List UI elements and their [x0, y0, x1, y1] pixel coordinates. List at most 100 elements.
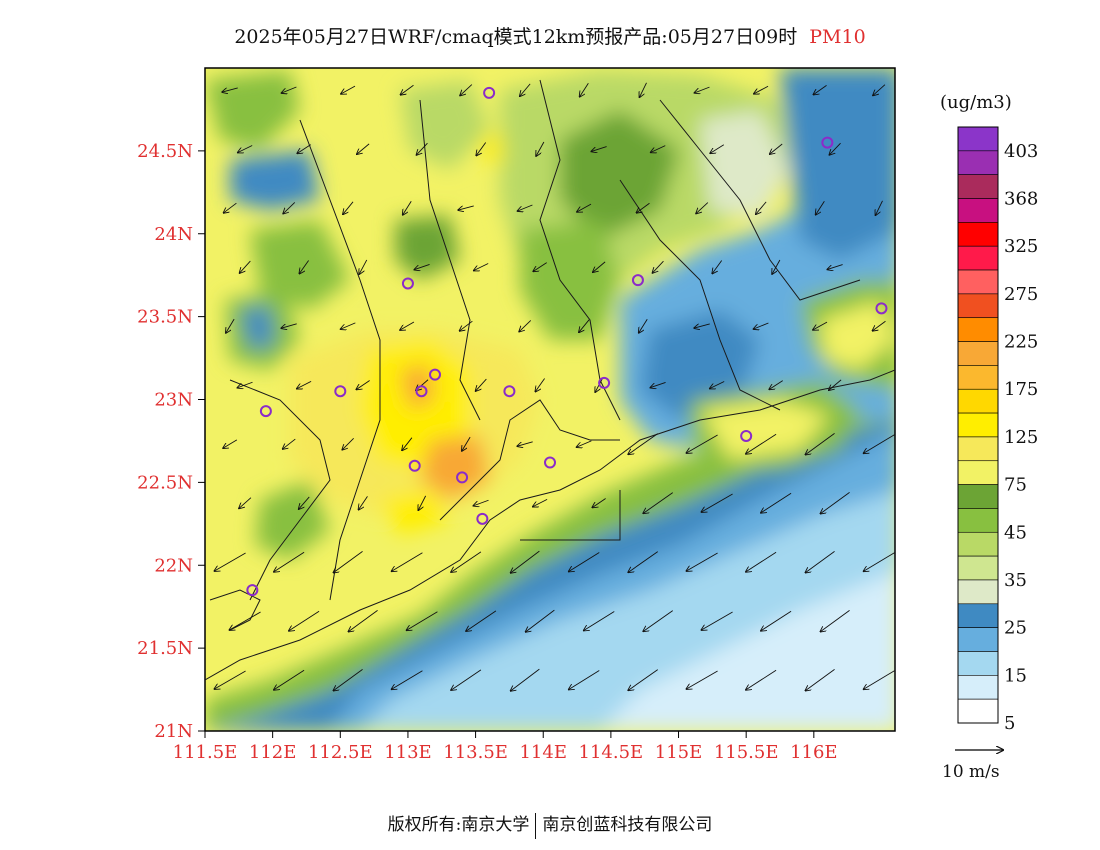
wind-arrow: [816, 201, 825, 214]
colorbar-swatch: [957, 388, 999, 414]
wind-arrow: [813, 321, 828, 330]
lon-tick-label: 114.5E: [579, 742, 644, 763]
wind-arrow: [348, 610, 378, 631]
wind-arrow: [651, 145, 666, 153]
station-marker: [483, 86, 496, 99]
lat-tick-label: 21N: [154, 721, 193, 742]
colorbar-swatch: [957, 245, 999, 271]
wind-arrow: [591, 146, 607, 152]
wind-arrow: [418, 495, 427, 510]
colorbar-swatch: [957, 603, 999, 628]
wind-arrow: [686, 670, 718, 689]
colorbar-label: 368: [1004, 189, 1038, 210]
wind-arrow: [237, 381, 253, 387]
wind-arrow: [873, 84, 886, 96]
wind-arrow: [392, 670, 423, 690]
monitoring-stations: [246, 86, 888, 597]
wind-arrow: [875, 200, 883, 215]
colorbar-swatch: [957, 412, 999, 438]
lon-tick-label: 116E: [790, 742, 838, 763]
lat-tick-label: 22N: [154, 555, 193, 576]
colorbar-swatch: [957, 508, 999, 533]
wind-arrow: [460, 320, 473, 331]
station-marker: [408, 459, 421, 472]
colorbar-swatch: [957, 317, 999, 342]
wind-scale-label: 10 m/s: [942, 762, 1000, 782]
lon-tick-label: 114E: [519, 742, 567, 763]
wind-arrow: [827, 264, 843, 270]
wind-arrow: [460, 84, 473, 96]
wind-arrow: [628, 669, 659, 691]
wind-arrow: [517, 441, 533, 446]
wind-arrow: [535, 378, 545, 391]
wind-arrow: [533, 498, 548, 506]
wind-arrow: [343, 201, 354, 214]
wind-vectors: [214, 82, 895, 691]
colorbar-label: 225: [1004, 332, 1038, 353]
wind-arrow: [864, 670, 895, 690]
wind-arrow: [224, 202, 237, 213]
colorbar-swatch: [957, 698, 999, 724]
colorbar-swatch: [957, 126, 999, 152]
station-marker: [429, 368, 441, 381]
wind-arrow: [356, 380, 370, 390]
wind-arrow: [592, 498, 606, 508]
wind-arrow: [639, 318, 648, 333]
wind-arrow: [577, 203, 592, 212]
wind-arrow: [577, 440, 592, 447]
colorbar-label: 275: [1004, 284, 1038, 305]
wind-arrow: [226, 318, 235, 333]
station-marker: [401, 277, 414, 290]
wind-arrow: [342, 438, 354, 449]
wind-arrow: [569, 670, 600, 689]
wind-arrow: [584, 611, 615, 630]
station-marker: [503, 385, 516, 398]
wind-arrow: [341, 322, 356, 329]
wind-arrow: [451, 551, 482, 572]
wind-arrow: [341, 85, 356, 94]
colorbar-swatch: [957, 675, 999, 700]
wind-arrow: [476, 378, 487, 391]
wind-arrow: [333, 551, 363, 572]
wind-arrow: [628, 433, 659, 455]
wind-arrow: [805, 669, 835, 690]
station-marker: [456, 471, 469, 484]
wind-arrow: [761, 492, 792, 513]
wind-arrow: [473, 499, 489, 505]
lat-tick-label: 24N: [154, 224, 193, 245]
wind-arrow: [650, 381, 666, 387]
wind-arrow: [417, 142, 428, 155]
wind-arrow: [813, 85, 827, 94]
wind-arrow: [476, 142, 487, 156]
copyright-right: 南京创蓝科技有限公司: [542, 815, 713, 835]
colorbar-label: 45: [1004, 522, 1027, 543]
wind-arrow: [214, 670, 246, 689]
copyright-left: 版权所有:南京大学: [387, 815, 530, 835]
colorbar-label: 35: [1004, 570, 1027, 591]
colorbar-swatch: [957, 222, 999, 247]
colorbar-swatch: [957, 341, 999, 366]
wind-arrow: [569, 552, 600, 571]
pollutant-name: PM10: [809, 26, 866, 48]
wind-arrow: [299, 260, 309, 273]
lon-tick-label: 112.5E: [308, 742, 373, 763]
legend-unit-label: (ug/m3): [940, 92, 1012, 113]
wind-arrow: [299, 496, 310, 509]
wind-arrow: [686, 552, 718, 571]
wind-arrow: [754, 322, 769, 329]
wind-arrow: [653, 260, 664, 273]
wind-arrow: [414, 263, 430, 269]
station-marker: [821, 136, 834, 149]
wind-arrow: [526, 609, 555, 632]
colorbar-swatch: [957, 198, 999, 223]
wind-arrow: [289, 610, 320, 631]
wind-arrow: [407, 611, 438, 631]
wind-arrow: [628, 551, 659, 573]
wind-arrow: [451, 669, 482, 690]
colorbar-swatch: [957, 293, 999, 319]
colorbar-swatch: [957, 174, 999, 199]
lat-tick-label: 22.5N: [137, 472, 193, 493]
wind-arrow: [533, 262, 547, 272]
wind-arrow: [214, 552, 246, 571]
wind-arrow: [520, 83, 531, 96]
